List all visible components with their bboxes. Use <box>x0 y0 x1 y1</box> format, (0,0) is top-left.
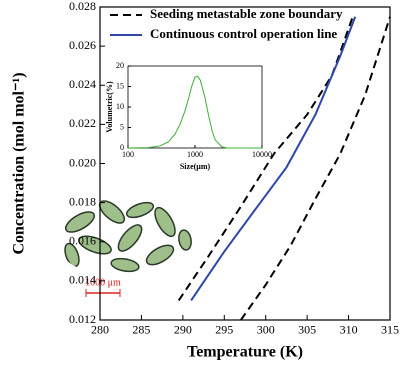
y-axis-label: Concentration (mol mol⁻¹) <box>11 72 28 254</box>
crystal-photo <box>53 194 197 278</box>
y-tick-label: 0.026 <box>69 38 96 52</box>
y-tick-label: 0 <box>120 143 124 152</box>
x-axis-label: Temperature (K) <box>187 343 303 360</box>
legend-label: Seeding metastable zone boundary <box>150 6 343 21</box>
series-line <box>177 16 391 321</box>
y-tick-label: 5 <box>120 122 124 131</box>
y-tick-label: 0.014 <box>69 273 96 287</box>
x-axis-label: Size(μm) <box>180 162 211 171</box>
x-tick-label: 300 <box>257 323 275 337</box>
y-tick-label: 20 <box>116 61 124 70</box>
y-axis-label: Volumetric(%) <box>105 81 114 133</box>
y-tick-label: 0.018 <box>69 194 96 208</box>
x-tick-label: 305 <box>298 323 316 337</box>
x-tick-label: 100 <box>122 150 134 159</box>
y-tick-label: 0.016 <box>69 234 96 248</box>
y-tick-label: 10 <box>116 102 124 111</box>
x-tick-label: 285 <box>132 323 150 337</box>
y-tick-label: 0.024 <box>69 77 96 91</box>
y-tick-label: 0.022 <box>69 116 96 130</box>
series-line <box>127 75 262 149</box>
x-tick-label: 10000 <box>252 150 272 159</box>
x-tick-label: 295 <box>215 323 233 337</box>
y-tick-label: 0.020 <box>69 155 96 169</box>
x-tick-label: 290 <box>174 323 192 337</box>
x-tick-label: 315 <box>381 323 399 337</box>
scale-label: 1000 μm <box>85 277 121 288</box>
series-line <box>190 16 357 302</box>
y-tick-label: 15 <box>116 81 124 90</box>
x-tick-label: 280 <box>91 323 109 337</box>
x-tick-label: 310 <box>340 323 358 337</box>
x-tick-label: 1000 <box>187 150 203 159</box>
legend-label: Continuous control operation line <box>150 26 337 41</box>
y-tick-label: 0.012 <box>69 312 96 326</box>
y-tick-label: 0.028 <box>69 0 96 13</box>
